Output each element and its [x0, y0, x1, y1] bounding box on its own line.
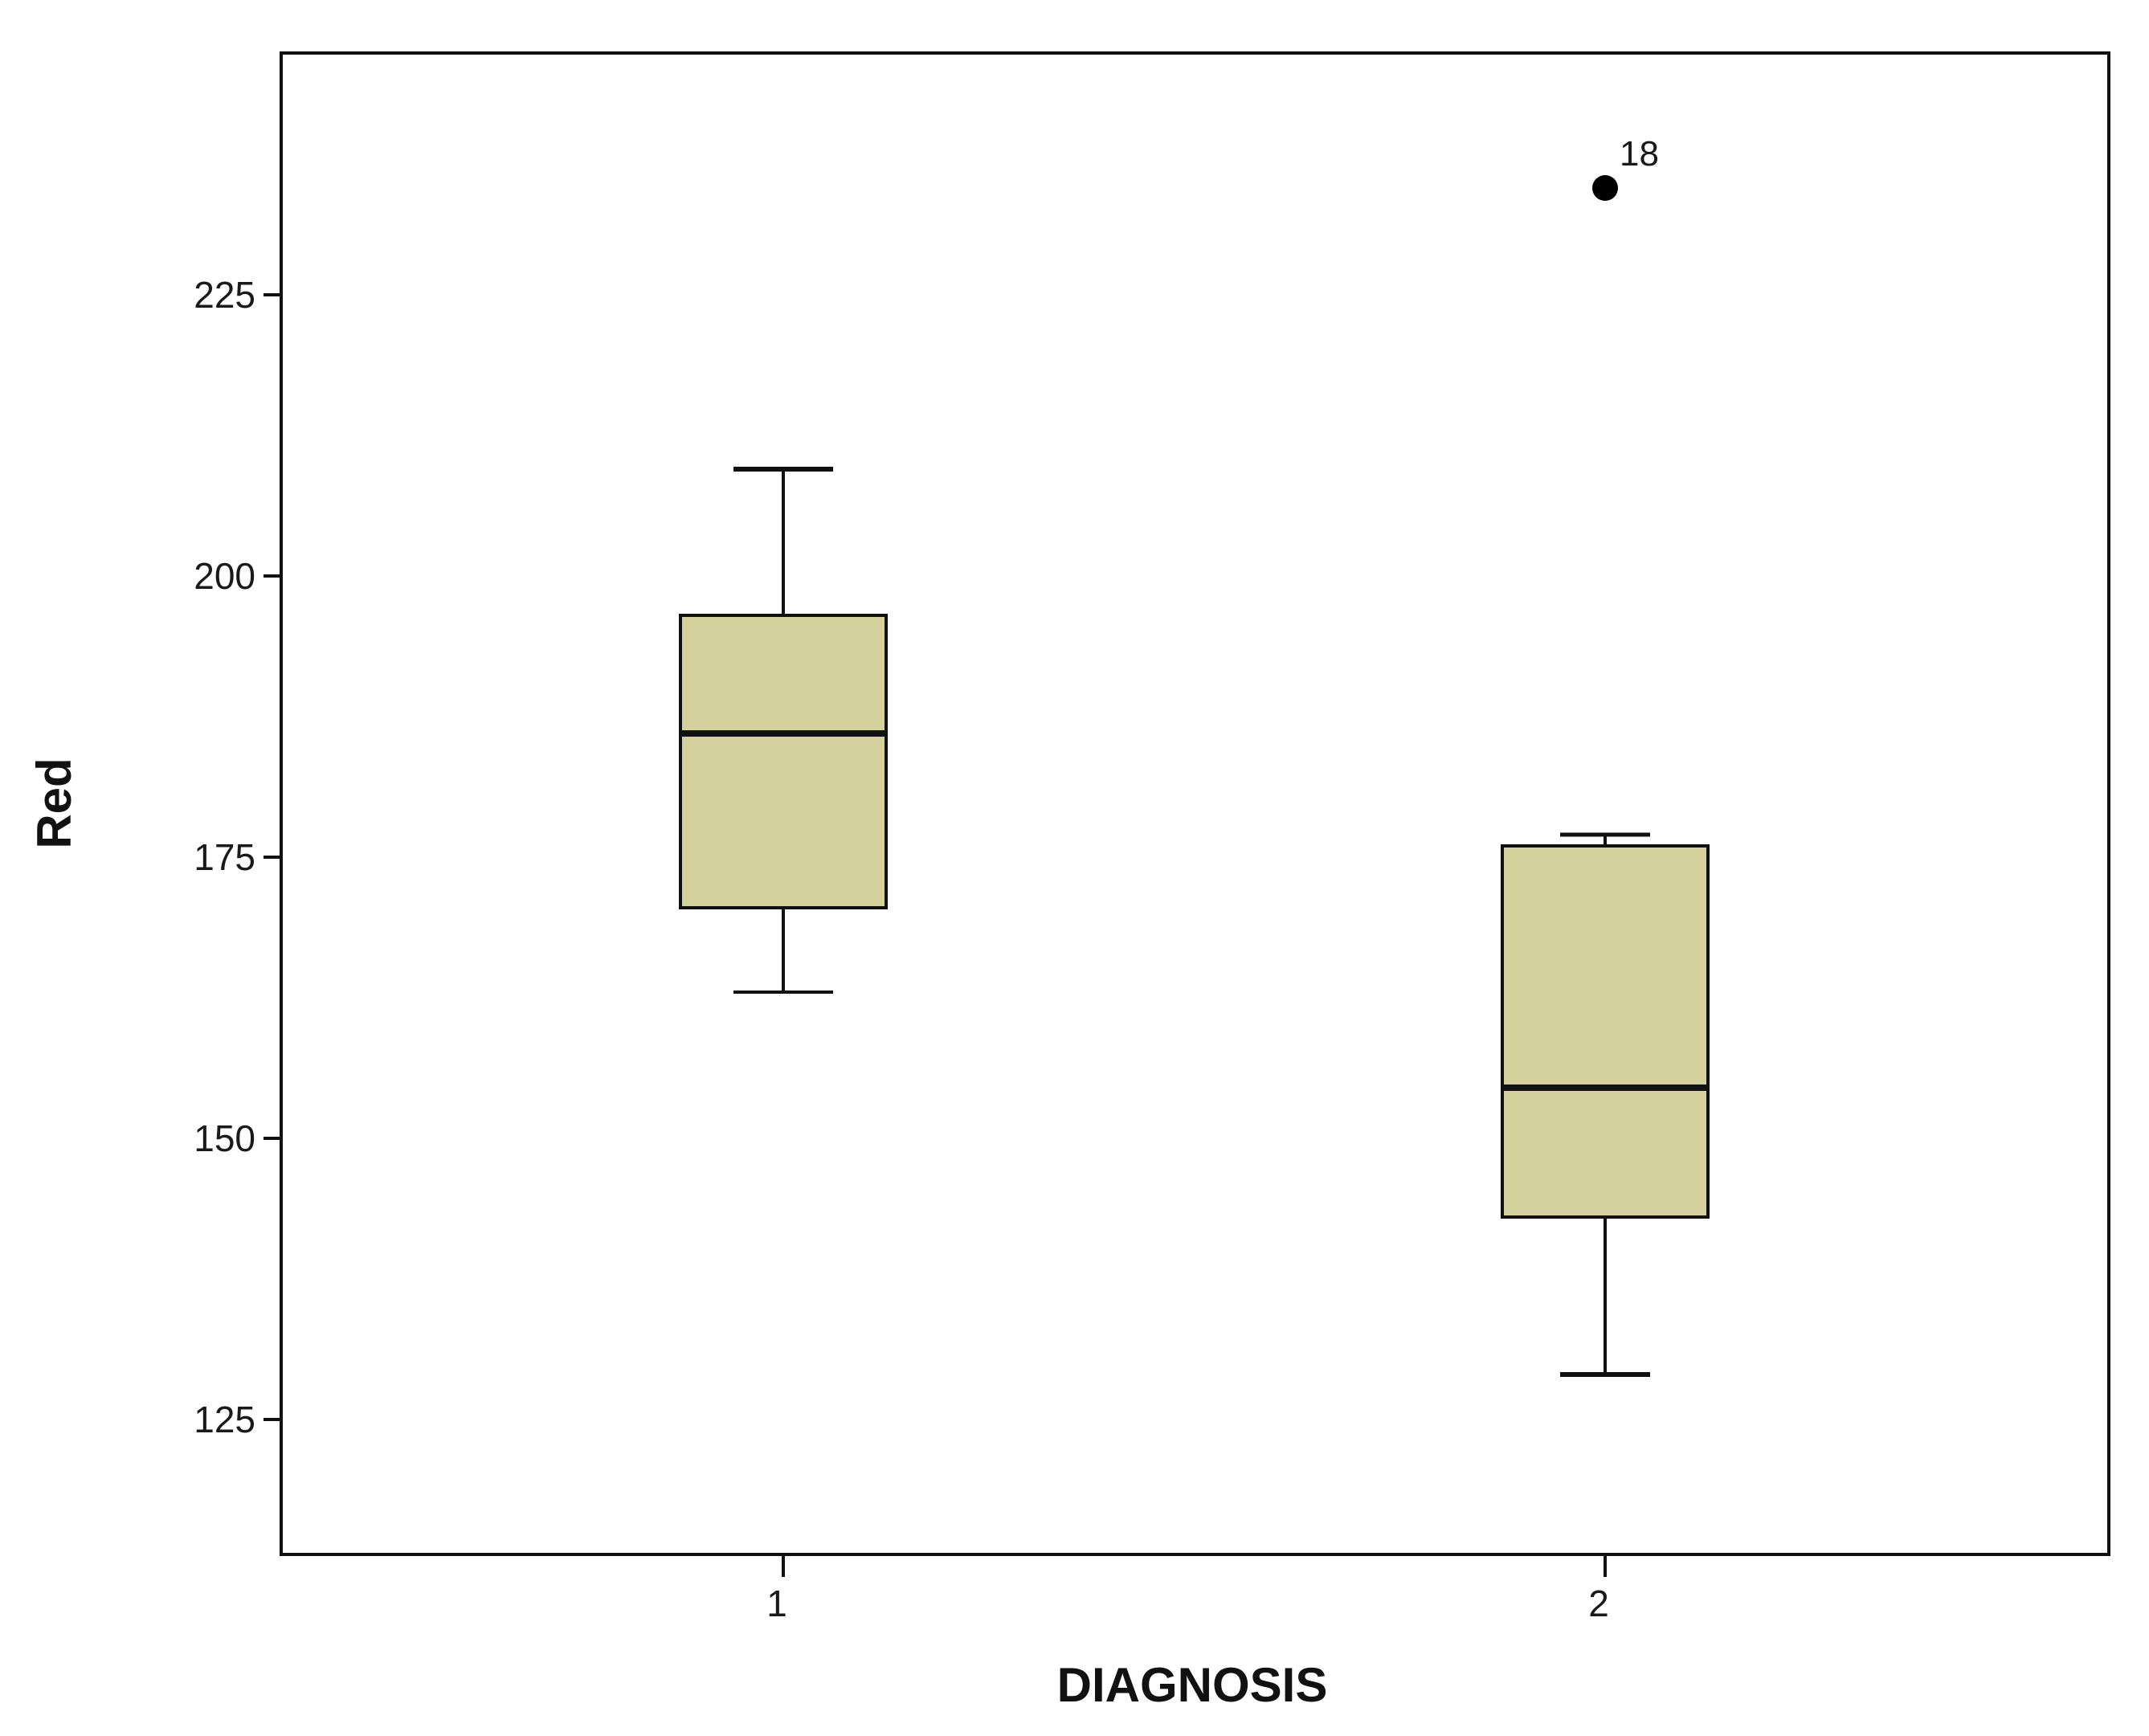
plot-area [280, 51, 2110, 1556]
y-tick-label: 150 [194, 1117, 255, 1159]
y-tick-label: 225 [194, 274, 255, 316]
x-axis-title: DIAGNOSIS [1057, 1658, 1328, 1712]
iqr-box [679, 614, 888, 909]
x-tick-label: 2 [1588, 1583, 1609, 1624]
box-group: 18 [1501, 134, 1710, 1377]
outlier-label: 18 [1620, 134, 1659, 174]
y-tick-label: 125 [194, 1399, 255, 1440]
y-tick-label: 175 [194, 836, 255, 878]
outlier-point [1592, 175, 1618, 201]
y-tick-label: 200 [194, 555, 255, 597]
boxes-layer: 18 [679, 134, 1710, 1377]
y-axis: 125 150 175 200 225 [194, 274, 281, 1440]
box-group [679, 467, 888, 994]
iqr-box [1501, 844, 1710, 1219]
x-tick-label: 1 [766, 1583, 787, 1624]
y-axis-title: Red [27, 758, 81, 848]
